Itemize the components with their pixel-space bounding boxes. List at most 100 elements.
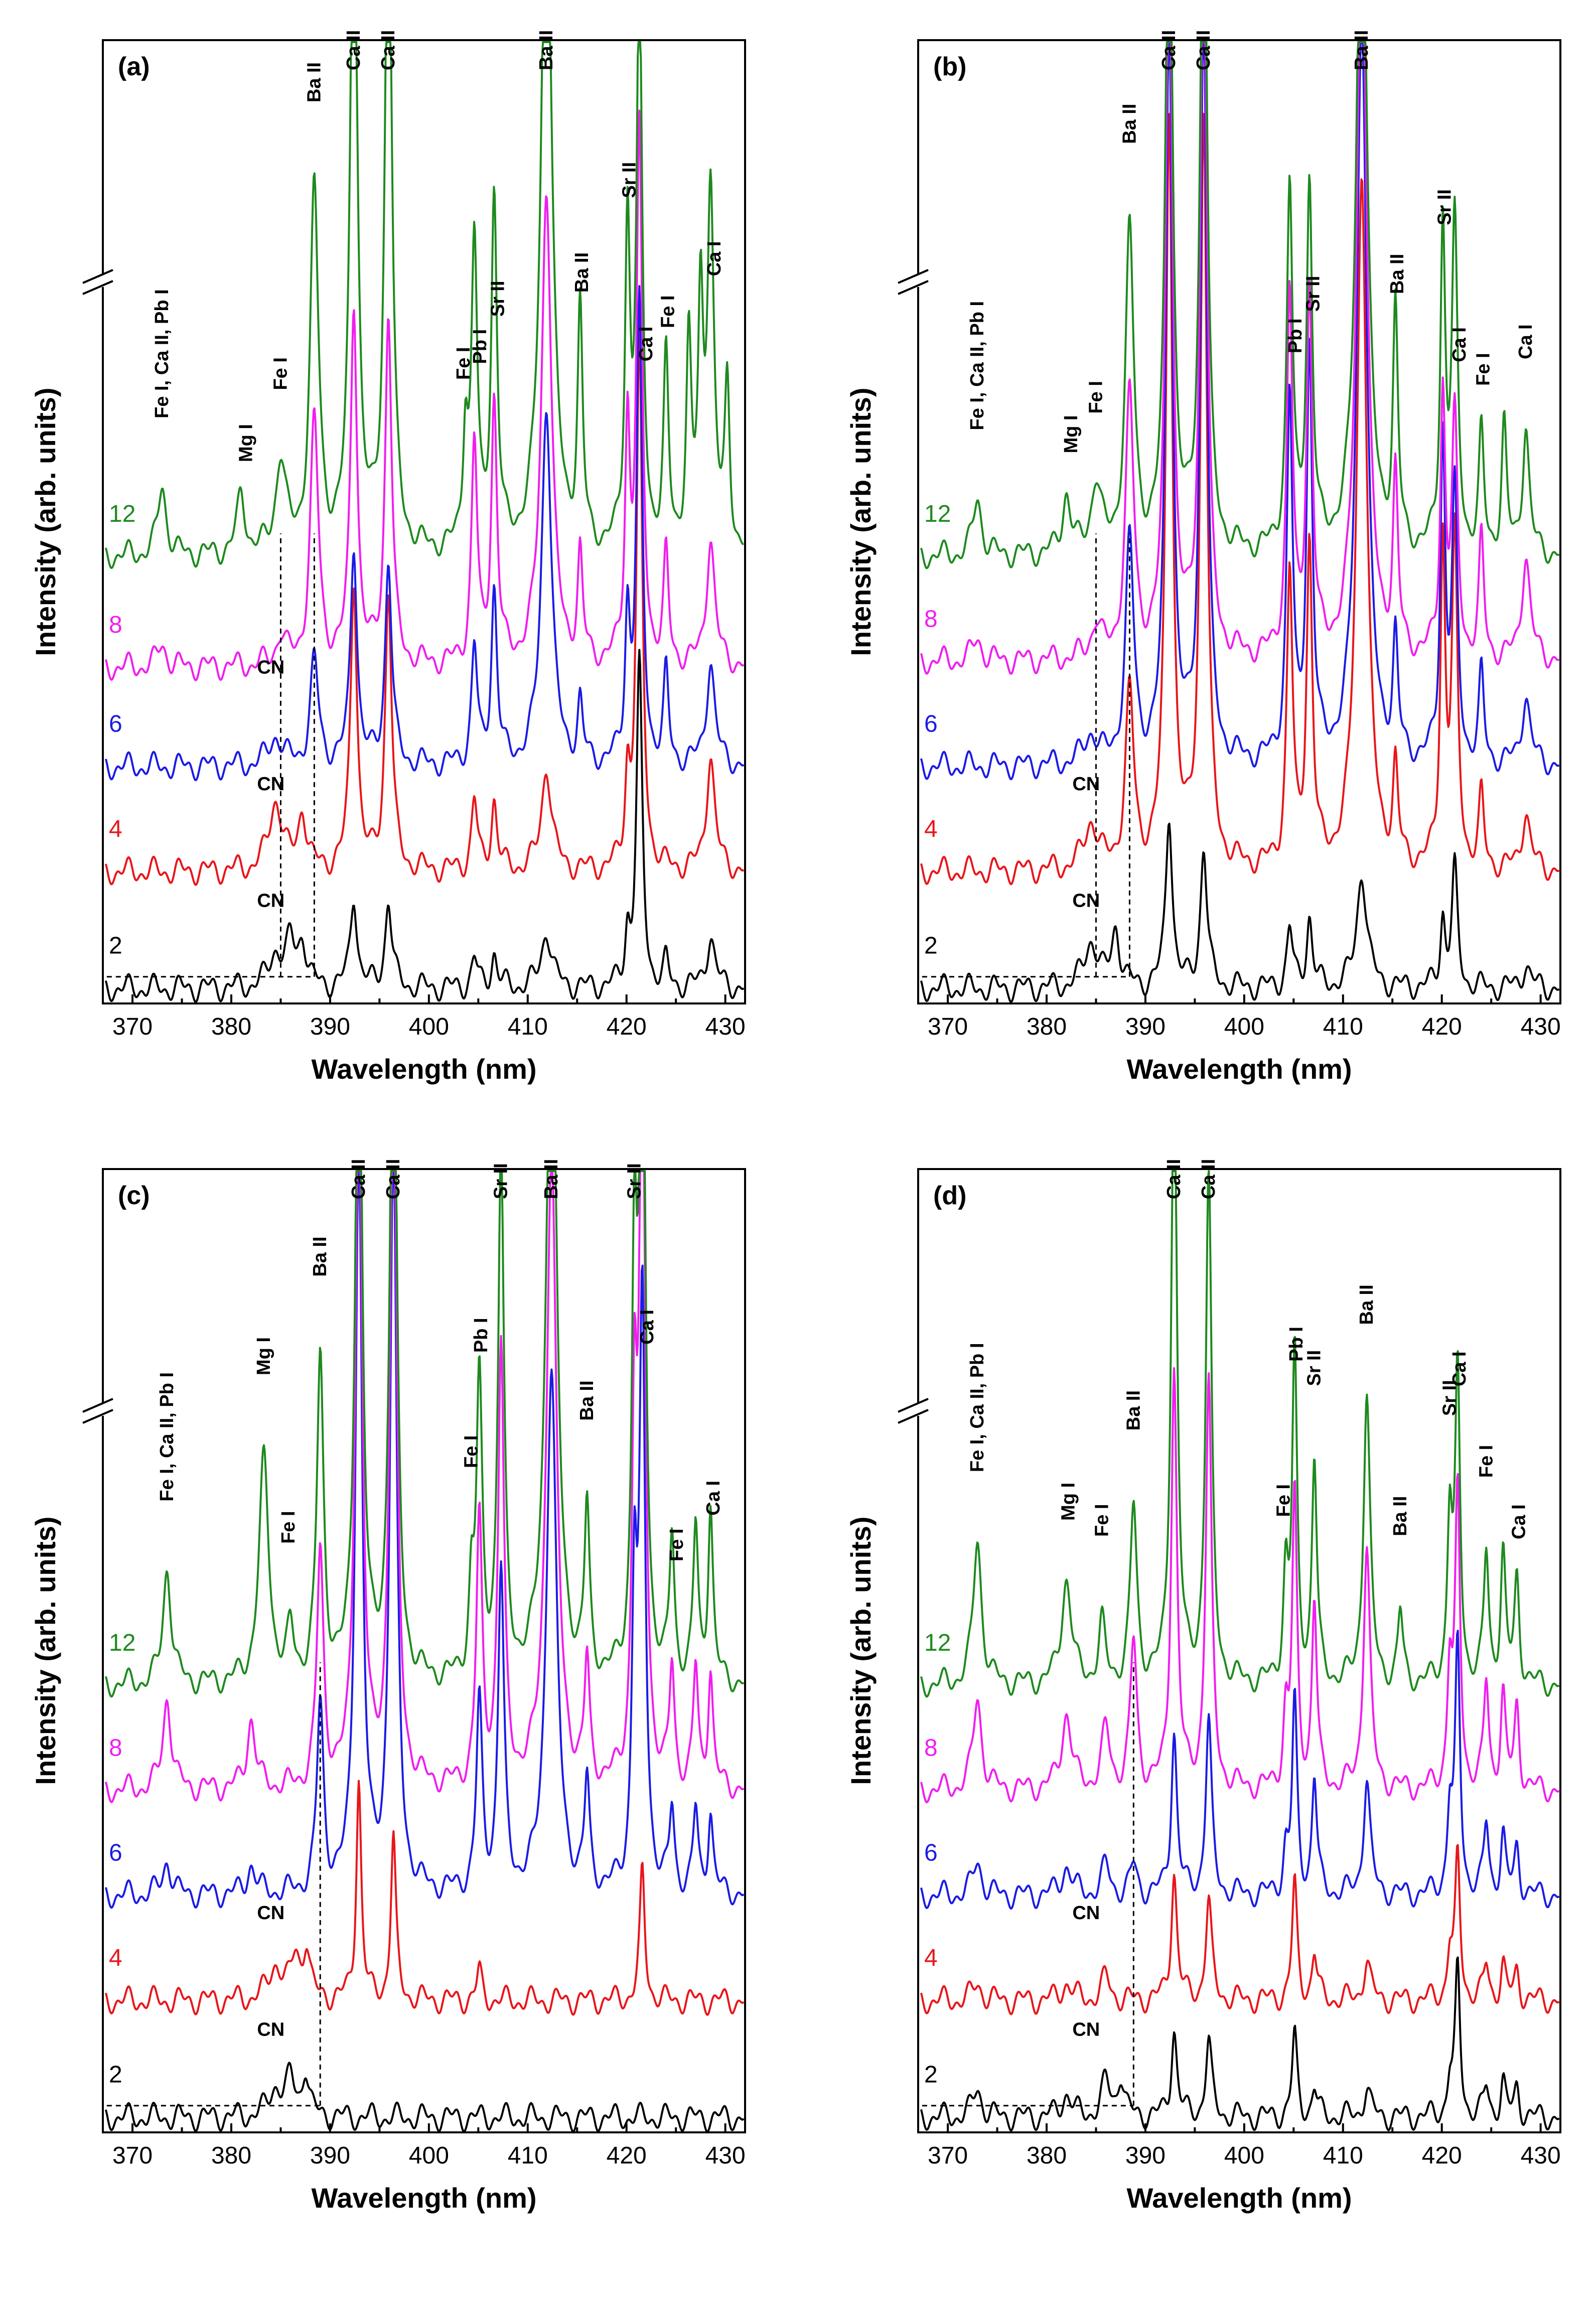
x-tick-label: 380	[211, 1014, 251, 1040]
line-annotation: Fe I	[1085, 381, 1106, 413]
y-axis-title: Intensity (arb. units)	[845, 387, 877, 656]
spectrum-series-12	[104, 41, 744, 569]
x-axis-title: Wavelength (nm)	[1126, 1053, 1352, 1085]
cn-label: CN	[257, 774, 284, 795]
series-label-12: 12	[109, 1630, 135, 1656]
spectrum-series-4	[920, 1844, 1560, 2015]
spectrum-series-6	[104, 1170, 745, 1909]
series-label-12: 12	[109, 501, 135, 527]
chart-panel-b: 370 380 390 400 410 420 430 Wavelength (nm) Inte…	[845, 30, 1561, 1085]
cn-label: CN	[1072, 890, 1100, 911]
line-annotation: Ca I	[1515, 324, 1536, 359]
plot-frame	[917, 1168, 1561, 2133]
spectrum-series-2	[104, 649, 745, 1003]
x-tick-label: 430	[705, 2142, 746, 2169]
line-annotation: Fe I	[453, 347, 474, 380]
line-annotation: Ba II	[541, 1159, 562, 1199]
panel-label: (d)	[933, 1181, 966, 1210]
series-label-2: 2	[924, 2061, 938, 2088]
line-annotation: Sr II	[1303, 276, 1324, 312]
line-annotation: Ba II	[1119, 104, 1140, 144]
series-label-8: 8	[109, 612, 122, 638]
x-tick-label: 410	[1323, 2142, 1363, 2169]
x-tick-label: 390	[1125, 2142, 1166, 2169]
axis-break-mark	[82, 269, 113, 284]
x-tick-label: 430	[1521, 2142, 1561, 2169]
cn-label: CN	[1072, 2019, 1100, 2040]
spectrum-series-8	[920, 1367, 1560, 1804]
line-annotation: Ba II	[1123, 1390, 1144, 1430]
line-annotation: Pb I	[1286, 1327, 1307, 1362]
line-annotation: Sr II	[1439, 1380, 1460, 1416]
x-tick-label: 380	[211, 2142, 251, 2169]
line-annotation: Sr II	[488, 280, 509, 317]
spectrum-series-4	[104, 1780, 745, 2016]
line-annotation: Fe I	[1473, 353, 1494, 385]
line-annotation: Fe I, Ca II, Pb I	[152, 289, 173, 418]
cn-label: CN	[257, 890, 284, 911]
line-annotation: Mg I	[253, 1337, 274, 1375]
line-annotation: Fe I	[657, 295, 678, 328]
x-tick-label: 390	[1125, 1014, 1166, 1040]
x-axis-title: Wavelength (nm)	[1126, 2182, 1352, 2214]
panel-label: (a)	[118, 52, 150, 81]
line-annotation: Ca I	[1449, 1351, 1470, 1386]
spectrum-series-6	[104, 285, 745, 781]
x-tick-label: 370	[928, 1014, 968, 1040]
cn-label: CN	[257, 1903, 284, 1924]
line-annotation: Ca II	[343, 30, 364, 70]
x-tick-label: 410	[1323, 1014, 1363, 1040]
line-annotation: Ca II	[1164, 1159, 1185, 1199]
spectrum-series-12	[920, 1170, 1560, 1698]
line-annotation: Ba II	[1351, 30, 1372, 70]
series-label-4: 4	[924, 816, 938, 842]
axis-break-mark	[898, 1409, 929, 1424]
series-label-12: 12	[924, 501, 951, 527]
x-axis-title: Wavelength (nm)	[311, 1053, 536, 1085]
line-annotation: Ca I	[704, 241, 725, 276]
line-annotation: Ca I	[637, 1310, 658, 1345]
line-annotation: Ca II	[1158, 30, 1180, 70]
series-label-2: 2	[109, 932, 122, 959]
cn-label: CN	[257, 657, 284, 678]
cn-label: CN	[1072, 774, 1100, 795]
line-annotation: Fe I	[666, 1528, 687, 1561]
panel-label: (b)	[933, 52, 966, 81]
line-annotation: Fe I, Ca II, Pb I	[967, 301, 988, 430]
series-label-12: 12	[924, 1630, 951, 1656]
line-annotation: Ca I	[636, 327, 657, 362]
line-annotation: Ba II	[1387, 254, 1408, 294]
x-tick-label: 400	[1224, 1014, 1264, 1040]
line-annotation: Ca II	[383, 1159, 404, 1199]
x-tick-label: 420	[607, 2142, 647, 2169]
chart-panel-a: 370 380 390 400 410 420 430 Wavelength (nm) Inte…	[30, 30, 746, 1085]
line-annotation: Ba II	[576, 1380, 598, 1420]
line-annotation: Fe I	[461, 1435, 482, 1468]
axis-break-mark	[898, 269, 929, 284]
plot-frame	[917, 39, 1561, 1004]
axis-break-mark	[82, 1409, 113, 1424]
spectrum-series-12	[104, 1170, 745, 1698]
spectrum-series-4	[920, 112, 1560, 886]
line-annotation: Ba II	[536, 30, 557, 70]
line-annotation: Mg I	[1061, 415, 1082, 453]
x-tick-label: 380	[1027, 1014, 1067, 1040]
x-tick-label: 400	[1224, 2142, 1264, 2169]
line-annotation: Fe I, Ca II, Pb I	[967, 1343, 988, 1472]
series-label-6: 6	[109, 711, 122, 738]
series-label-8: 8	[924, 1734, 938, 1761]
x-tick-label: 410	[508, 2142, 548, 2169]
x-tick-label: 410	[508, 1014, 548, 1040]
line-annotation: Ba II	[571, 252, 593, 293]
spectrum-series-8	[104, 1170, 745, 1803]
line-annotation: Ca I	[703, 1481, 724, 1516]
x-tick-label: 380	[1027, 2142, 1067, 2169]
line-annotation: Fe I	[1091, 1504, 1112, 1536]
cn-label: CN	[257, 2019, 284, 2040]
series-label-4: 4	[924, 1945, 938, 1971]
y-axis-title: Intensity (arb. units)	[30, 1516, 61, 1785]
line-annotation: Sr II	[619, 162, 640, 198]
line-annotation: Ca II	[1198, 1159, 1219, 1199]
line-annotation: Mg I	[236, 424, 257, 462]
